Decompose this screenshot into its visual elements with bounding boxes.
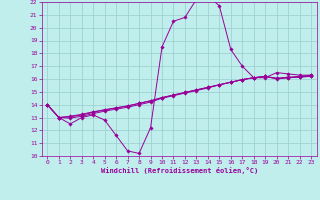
X-axis label: Windchill (Refroidissement éolien,°C): Windchill (Refroidissement éolien,°C) [100,167,258,174]
